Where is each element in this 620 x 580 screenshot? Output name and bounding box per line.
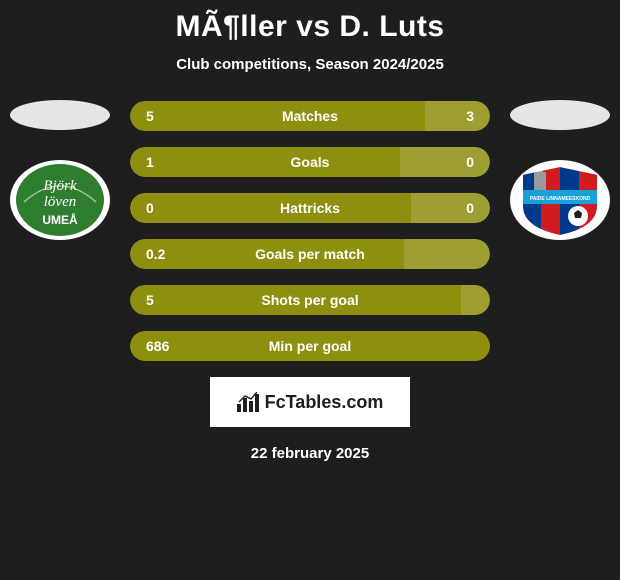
stat-label: Goals per match (255, 246, 365, 262)
stat-value-player1: 686 (146, 338, 169, 354)
stat-label: Shots per goal (261, 292, 358, 308)
stat-row: 0 Hattricks 0 (130, 193, 490, 223)
player2-club-badge: PAIDE LINNAMEESKOND (510, 160, 610, 240)
subtitle: Club competitions, Season 2024/2025 (0, 56, 620, 73)
svg-text:PAIDE LINNAMEESKOND: PAIDE LINNAMEESKOND (530, 196, 591, 202)
stat-row: 5 Matches 3 (130, 101, 490, 131)
stat-label: Min per goal (269, 338, 351, 354)
stat-row: 0.2 Goals per match (130, 239, 490, 269)
stat-value-player2: 3 (466, 108, 474, 124)
stat-value-player1: 0 (146, 200, 154, 216)
stat-value-player1: 5 (146, 108, 154, 124)
svg-text:UMEÅ: UMEÅ (42, 212, 78, 227)
player2-side: PAIDE LINNAMEESKOND (500, 100, 620, 240)
stat-value-player1: 0.2 (146, 246, 165, 262)
stat-label: Matches (282, 108, 338, 124)
svg-text:Björk: Björk (43, 178, 77, 194)
bjorkloven-badge-icon: Björk löven UMEÅ (10, 160, 110, 240)
fctables-brand[interactable]: FcTables.com (210, 377, 410, 427)
stat-value-player2: 0 (466, 200, 474, 216)
paide-badge-icon: PAIDE LINNAMEESKOND (510, 160, 610, 240)
page-title: MÃ¶ller vs D. Luts (0, 0, 620, 44)
stats-comparison: 5 Matches 3 1 Goals 0 0 Hattricks 0 0.2 Goals per … (130, 101, 490, 361)
player1-side: Björk löven UMEÅ (0, 100, 120, 240)
stat-row: 5 Shots per goal (130, 285, 490, 315)
stat-row: 686 Min per goal (130, 331, 490, 361)
svg-text:löven: löven (44, 194, 76, 210)
stat-row: 1 Goals 0 (130, 147, 490, 177)
player1-club-badge: Björk löven UMEÅ (10, 160, 110, 240)
stat-label: Hattricks (280, 200, 340, 216)
brand-label: FcTables.com (265, 392, 384, 413)
chart-icon (237, 392, 259, 412)
stat-value-player2: 0 (466, 154, 474, 170)
player1-photo-placeholder (10, 100, 110, 130)
stat-value-player1: 1 (146, 154, 154, 170)
footer-date: 22 february 2025 (0, 445, 620, 462)
stat-label: Goals (291, 154, 330, 170)
player2-photo-placeholder (510, 100, 610, 130)
stat-value-player1: 5 (146, 292, 154, 308)
